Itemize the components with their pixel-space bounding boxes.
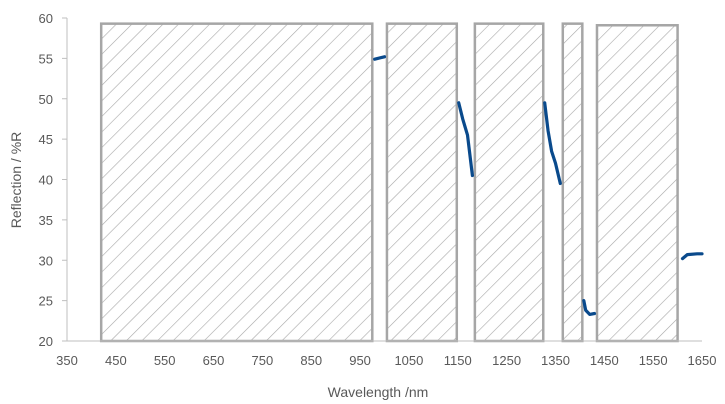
x-tick-label-450: 450 [105,353,127,368]
excluded-region-4 [561,22,584,343]
x-tick-label-1550: 1550 [639,353,668,368]
excluded-regions [99,22,679,343]
x-tick-label-1150: 1150 [444,353,472,368]
y-tick-label-30: 30 [39,253,53,268]
x-tick-label-350: 350 [56,353,78,368]
x-tick-label-650: 650 [203,353,225,368]
x-tick-label-950: 950 [349,353,371,368]
x-tick-label-1250: 1250 [492,353,521,368]
y-tick-label-50: 50 [39,92,53,107]
y-tick-label-45: 45 [39,132,53,147]
x-tick-label-750: 750 [252,353,274,368]
series-segment-5 [680,252,704,261]
y-tick-label-35: 35 [39,213,53,228]
x-tick-label-850: 850 [300,353,322,368]
series-segment-4 [582,299,597,316]
series-segment-1 [373,55,387,61]
series-segment-3 [543,101,562,186]
reflection-series [373,55,704,316]
y-tick-label-55: 55 [39,51,53,66]
x-tick-label-1350: 1350 [541,353,570,368]
x-axis-title: Wavelength /nm [328,384,429,400]
x-tick-label-1050: 1050 [394,353,423,368]
excluded-region-2 [385,22,459,343]
excluded-region-1 [99,22,374,343]
x-tick-label-1450: 1450 [590,353,619,368]
excluded-region-3 [473,22,545,343]
axes [62,17,702,342]
y-tick-label-20: 20 [39,334,53,349]
excluded-region-5 [595,24,679,343]
y-axis-title: Reflection / %R [8,132,24,228]
series-segment-2 [457,101,474,178]
y-tick-label-40: 40 [39,173,53,188]
y-tick-label-25: 25 [39,294,53,309]
x-tick-label-550: 550 [154,353,176,368]
x-tick-label-1650: 1650 [688,353,717,368]
y-tick-labels: 20 25 30 35 40 45 50 55 60 [39,11,53,349]
x-tick-labels: 350 450 550 650 750 850 950 1050 1150 1250 1350 145… [56,353,716,368]
y-tick-label-60: 60 [39,11,53,26]
